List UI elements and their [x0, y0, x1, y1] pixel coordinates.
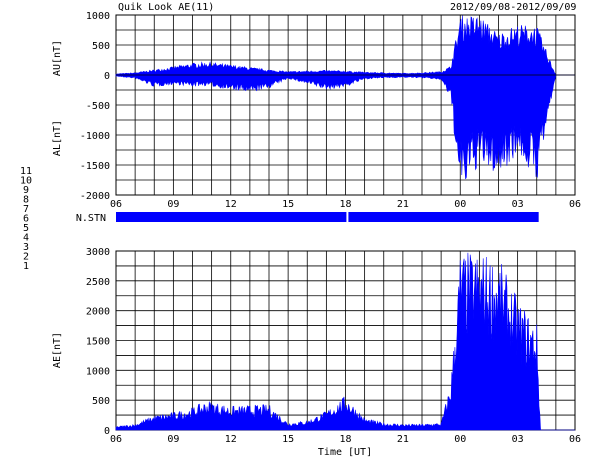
au-al-xtick: 21: [397, 199, 409, 210]
ae-xtick: 03: [512, 434, 524, 445]
legend-count-11: 11: [20, 166, 32, 177]
au-al-xtick: 00: [454, 199, 466, 210]
al-ylabel: AL[nT]: [52, 120, 63, 156]
au-al-xtick: 12: [225, 199, 237, 210]
ae-ytick: 1000: [86, 366, 110, 377]
ae-ytick: 2000: [86, 307, 110, 318]
au-al-ytick: -1500: [80, 161, 110, 172]
ae-ytick: 1500: [86, 337, 110, 348]
au-al-xtick: 06: [110, 199, 122, 210]
nstn-bar-segment: [348, 212, 539, 222]
au-al-ytick: -2000: [80, 191, 110, 202]
legend-count-1: 1: [23, 261, 29, 272]
ae-xtick: 12: [225, 434, 237, 445]
legend-count-9: 9: [23, 185, 29, 196]
ae-series: [115, 252, 575, 431]
legend-count-4: 4: [23, 233, 29, 244]
ae-xtick: 21: [397, 434, 409, 445]
ae-xtick: 15: [282, 434, 294, 445]
au-al-ytick: 1000: [86, 11, 110, 22]
ae-xtick: 06: [110, 434, 122, 445]
ae-ytick: 3000: [86, 247, 110, 258]
date-range: 2012/09/08-2012/09/09: [450, 2, 576, 13]
station-count-panel: N.STN: [76, 212, 539, 224]
ae-xtick: 06: [569, 434, 581, 445]
legend-count-10: 10: [20, 176, 32, 187]
au-al-xtick: 15: [282, 199, 294, 210]
legend-count-7: 7: [23, 204, 29, 215]
au-al-ytick: -500: [86, 101, 110, 112]
ae-xlabel: Time [UT]: [318, 447, 372, 458]
ae-ytick: 0: [104, 426, 110, 437]
ae-ytick: 500: [92, 396, 110, 407]
au-al-ytick: 500: [92, 41, 110, 52]
au-al-ytick: -1000: [80, 131, 110, 142]
ae-ytick: 2500: [86, 277, 110, 288]
legend-count-8: 8: [23, 195, 29, 206]
legend-count-5: 5: [23, 223, 29, 234]
legend-count-2: 2: [23, 252, 29, 263]
au-al-ytick: 0: [104, 71, 110, 82]
legend-count-6: 6: [23, 214, 29, 225]
nstn-label: N.STN: [76, 213, 106, 224]
au-al-xtick: 09: [167, 199, 179, 210]
ae-xtick: 09: [167, 434, 179, 445]
ae-ylabel: AE[nT]: [52, 332, 63, 368]
au-ylabel: AU[nT]: [52, 40, 63, 76]
figure-title: Quik Look AE(11): [118, 2, 214, 13]
au-al-xtick: 18: [339, 199, 351, 210]
legend-count-3: 3: [23, 242, 29, 253]
ae-panel: 3000 2500 2000 1500 1000 500 0 AE[nT] 06 09 12 15 18…: [52, 247, 581, 458]
nstn-bar-segment: [116, 212, 347, 222]
ae-xtick: 18: [339, 434, 351, 445]
au-al-xtick: 03: [512, 199, 524, 210]
au-al-panel: 1000 500 0 -500 -1000 -1500 -2000 AU[nT] AL[nT] 0…: [52, 11, 581, 210]
au-al-xtick: 06: [569, 199, 581, 210]
ae-xtick: 00: [454, 434, 466, 445]
